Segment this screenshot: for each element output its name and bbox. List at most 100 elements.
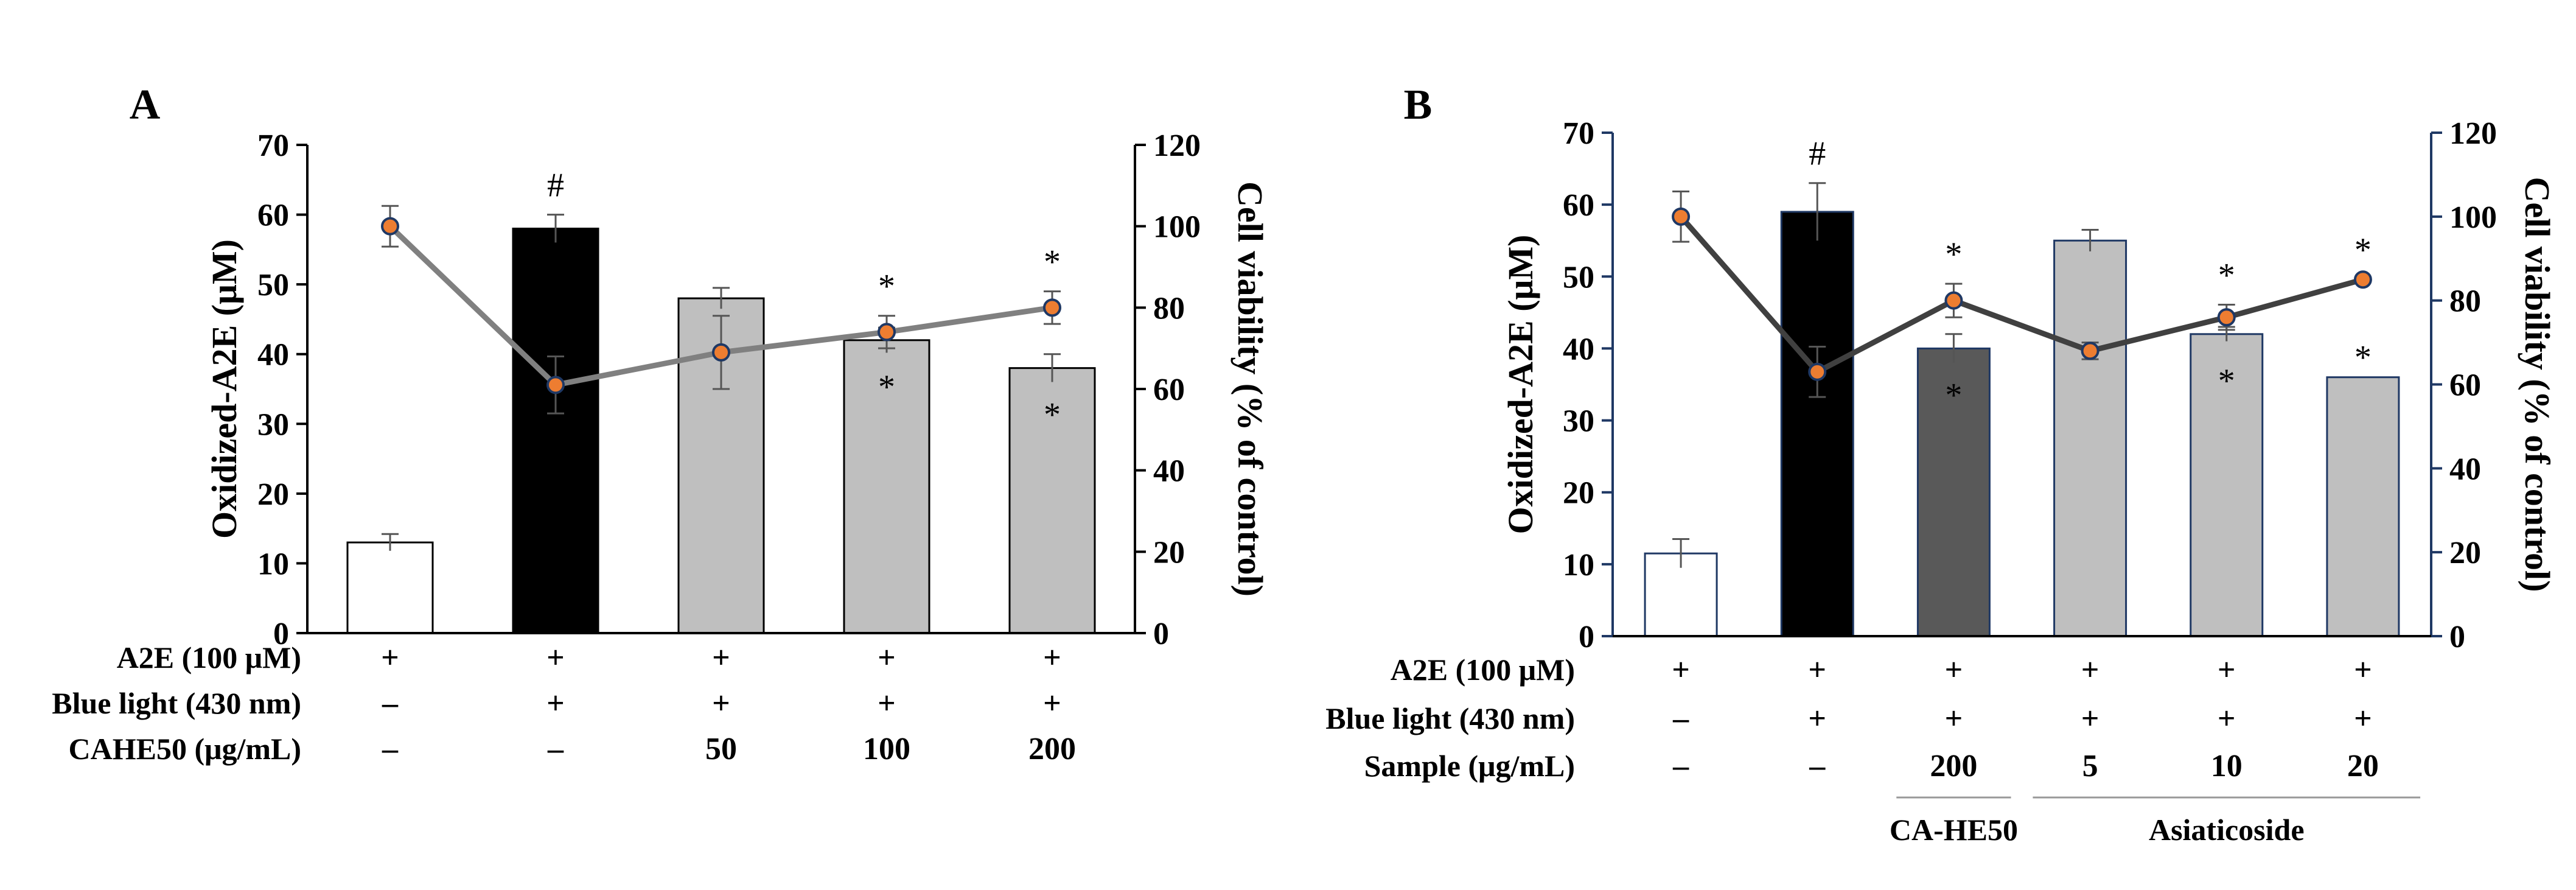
viability-point bbox=[878, 323, 896, 342]
left-axis-label: Oxidized-A2E (μM) bbox=[1501, 235, 1540, 534]
group-label: CA-HE50 bbox=[1890, 813, 2018, 847]
treatment-value: 50 bbox=[705, 732, 737, 766]
treatment-value: 200 bbox=[1028, 732, 1076, 766]
treatment-value: – bbox=[1672, 701, 1689, 736]
treatment-value: – bbox=[547, 732, 564, 766]
viability-significance-mark: * bbox=[2218, 257, 2235, 295]
right-tick-label: 100 bbox=[2449, 200, 2497, 235]
left-tick-label: 70 bbox=[1563, 116, 1594, 151]
right-tick-label: 80 bbox=[1153, 291, 1185, 326]
right-tick-label: 80 bbox=[2449, 284, 2481, 319]
treatment-value: – bbox=[382, 686, 399, 721]
right-axis-label: Cell viability (% of control) bbox=[1230, 181, 1270, 597]
treatment-value: + bbox=[1808, 701, 1826, 736]
right-tick-label: 20 bbox=[1153, 535, 1185, 570]
panel-letter: B bbox=[1404, 82, 1433, 128]
treatment-value: + bbox=[381, 640, 399, 675]
treatment-value: + bbox=[878, 686, 896, 721]
treatment-value: + bbox=[878, 640, 896, 675]
viability-significance-mark: * bbox=[1044, 244, 1061, 281]
right-tick-label: 40 bbox=[2449, 452, 2481, 486]
group-label: Asiaticoside bbox=[2149, 813, 2305, 847]
right-tick-label: 120 bbox=[1153, 128, 1201, 163]
viability-point bbox=[2081, 342, 2100, 360]
treatment-value: + bbox=[546, 640, 565, 675]
left-tick-label: 70 bbox=[257, 128, 289, 163]
viability-significance-mark: * bbox=[878, 268, 895, 306]
viability-point bbox=[712, 343, 730, 362]
left-tick-label: 60 bbox=[1563, 188, 1594, 223]
viability-point bbox=[546, 376, 565, 394]
viability-point bbox=[1808, 362, 1827, 381]
viability-point bbox=[1944, 291, 1963, 310]
bar-significance-mark: # bbox=[547, 167, 564, 205]
panel-b: B # * * * # * * * 0 10 20 30 40 50 60 70 0 20 40 60 80 100 120 O… bbox=[1325, 82, 2557, 847]
left-tick-label: 60 bbox=[257, 198, 289, 233]
treatment-value: + bbox=[2218, 653, 2236, 687]
left-tick-label: 40 bbox=[257, 338, 289, 373]
treatment-row-label: A2E (100 μM) bbox=[1391, 653, 1575, 687]
treatment-value: 10 bbox=[2211, 749, 2243, 783]
treatment-value: + bbox=[1043, 686, 1061, 721]
viability-point bbox=[381, 217, 399, 236]
treatment-value: + bbox=[2081, 653, 2100, 687]
treatment-value: 200 bbox=[1930, 749, 1977, 783]
treatment-value: – bbox=[382, 732, 399, 766]
left-tick-label: 40 bbox=[1563, 332, 1594, 366]
treatment-value: + bbox=[2218, 701, 2236, 736]
treatment-row-label: CAHE50 (μg/mL) bbox=[69, 732, 302, 766]
bar-significance-mark: * bbox=[1044, 396, 1061, 434]
viability-point bbox=[1043, 298, 1061, 317]
bar bbox=[1008, 367, 1096, 634]
treatment-value: + bbox=[546, 686, 565, 721]
bar bbox=[512, 227, 599, 634]
left-tick-label: 30 bbox=[1563, 404, 1594, 439]
bar bbox=[1780, 211, 1854, 637]
treatment-value: + bbox=[1945, 653, 1963, 687]
viability-significance-mark: * bbox=[2354, 231, 2372, 269]
left-tick-label: 10 bbox=[257, 547, 289, 581]
treatment-row-label: A2E (100 μM) bbox=[117, 640, 301, 675]
treatment-value: + bbox=[712, 686, 730, 721]
viability-significance-mark: # bbox=[1809, 409, 1826, 447]
bar-significance-mark: * bbox=[2218, 362, 2235, 400]
treatment-value: 100 bbox=[863, 732, 910, 766]
bar-significance-mark: * bbox=[2354, 339, 2372, 377]
viability-point bbox=[2217, 308, 2236, 327]
bar bbox=[1916, 347, 1991, 637]
treatment-row-label: Sample (μg/mL) bbox=[1364, 749, 1575, 783]
bar bbox=[346, 541, 434, 634]
treatment-value: – bbox=[1672, 749, 1689, 783]
bar-significance-mark: * bbox=[878, 368, 895, 406]
left-tick-label: 20 bbox=[257, 477, 289, 512]
treatment-value: 20 bbox=[2347, 749, 2379, 783]
treatment-value: + bbox=[1672, 653, 1690, 687]
treatment-value: 5 bbox=[2082, 749, 2098, 783]
left-axis-label: Oxidized-A2E (μM) bbox=[204, 239, 244, 539]
left-tick-label: 50 bbox=[257, 268, 289, 303]
treatment-value: – bbox=[1809, 749, 1826, 783]
left-tick-label: 0 bbox=[273, 617, 289, 651]
left-tick-label: 10 bbox=[1563, 548, 1594, 583]
left-tick-label: 20 bbox=[1563, 476, 1594, 511]
treatment-value: + bbox=[1808, 653, 1826, 687]
panel-letter: A bbox=[130, 82, 161, 128]
treatment-value: + bbox=[1043, 640, 1061, 675]
viability-significance-mark: # bbox=[547, 422, 564, 460]
treatment-value: + bbox=[2354, 653, 2372, 687]
right-tick-label: 40 bbox=[1153, 454, 1185, 489]
treatment-value: + bbox=[712, 640, 730, 675]
treatment-row-label: Blue light (430 nm) bbox=[52, 686, 301, 720]
left-tick-label: 0 bbox=[1579, 620, 1594, 654]
viability-line bbox=[1678, 214, 2364, 376]
bar-significance-mark: * bbox=[1945, 376, 1962, 414]
right-tick-label: 0 bbox=[1153, 617, 1169, 651]
viability-point bbox=[1672, 207, 1691, 226]
right-tick-label: 20 bbox=[2449, 536, 2481, 570]
treatment-value: + bbox=[2354, 701, 2372, 736]
bar-significance-mark: # bbox=[1809, 135, 1826, 173]
right-tick-label: 60 bbox=[1153, 373, 1185, 407]
right-tick-label: 120 bbox=[2449, 116, 2497, 151]
